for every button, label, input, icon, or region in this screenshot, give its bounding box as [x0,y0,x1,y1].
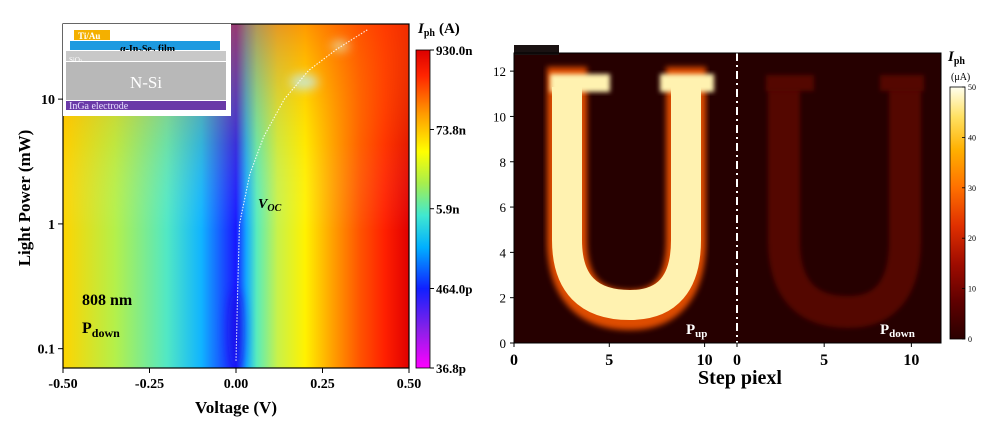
left-colorbar-label: 36.8p [436,361,466,376]
right-colorbar-unit: (μA) [951,72,970,83]
right-colorbar: Iph (μA) 50 40 30 20 10 0 [947,49,976,344]
right-heatmap-field [547,53,924,343]
left-x-tick-label: 0.00 [224,377,249,392]
right-plot-frame [513,52,942,344]
right-x-tick-label: 10 [903,352,919,369]
right-colorbar-label: 50 [968,83,976,92]
n-si-label: N-Si [130,73,162,92]
wavelength-label: 808 nm [82,292,133,309]
device-schematic-inset: Ti/Au α-In2Se3 film SiO2 N-Si InGa elect… [63,24,231,116]
u-pattern-down [766,75,924,329]
right-x-ticks: 0 5 10 0 5 10 [510,343,919,369]
left-x-ticks: -0.50 -0.25 0.00 0.25 0.50 [48,368,421,392]
inga-electrode [66,101,226,110]
u-serif-right-up [660,74,714,92]
left-y-tick-label: 1 [48,218,55,233]
left-x-tick-label: 0.25 [310,377,335,392]
u-serif-right-down [880,75,924,91]
right-x-tick-label: 5 [820,352,828,369]
polarization-label: Pdown [82,320,120,340]
right-y-tick-label: 4 [500,245,507,260]
right-x-tick-label: 0 [733,352,741,369]
left-y-tick-label: 10 [41,93,55,108]
u-serif-left-down [766,75,814,91]
right-colorbar-labels: 50 40 30 20 10 0 [962,83,976,344]
left-heatmap-plot: -0.50 -0.25 0.00 0.25 0.50 0.1 1 10 VOC 808 nm… [15,21,473,417]
left-colorbar-labels: 930.0n 73.8n 5.9n 464.0p 36.8p [430,43,473,376]
right-colorbar-label: 30 [968,184,976,193]
right-x-tick-label: 5 [605,352,613,369]
right-y-tick-label: 10 [493,109,506,124]
left-x-tick-label: -0.25 [135,377,164,392]
right-y-ticks: 0 2 4 6 8 10 12 [493,64,514,351]
voc-label: VOC [258,197,282,214]
voc-curve [235,29,368,361]
right-y-tick-label: 8 [500,155,507,170]
left-colorbar-label: 930.0n [436,43,473,58]
right-colorbar-label: 0 [968,335,972,344]
u-pattern-up [547,67,714,331]
right-colorbar-gradient [949,86,966,340]
in2se3-film-layer [70,41,220,50]
ti-au-label: Ti/Au [78,31,100,41]
right-x-tick-label: 0 [510,352,518,369]
left-colorbar-label: 464.0p [436,281,472,296]
inga-label: InGa electrode [69,101,129,112]
left-colorbar-label: 5.9n [436,202,460,217]
ti-au-contact [74,30,110,40]
sio2-layer [66,51,226,61]
left-y-ticks: 0.1 1 10 [38,93,63,358]
right-y-tick-label: 2 [500,291,507,306]
left-x-axis-title: Voltage (V) [195,398,277,417]
right-y-tick-label: 6 [500,200,507,215]
right-colorbar-label: 40 [968,133,976,142]
left-colorbar-title: Iph (A) [417,21,460,39]
right-x-tick-label: 10 [697,352,713,369]
right-x-axis-title: Step piexl [698,367,782,389]
left-colorbar: Iph (A) 930.0n 73.8n 5.9n 464.0p 36.8p [415,21,473,376]
left-colorbar-gradient [415,49,431,369]
right-colorbar-label: 10 [968,285,976,294]
panel-label-down: Pdown [880,322,915,340]
left-x-tick-label: 0.50 [397,377,422,392]
right-colorbar-title: Iph [947,49,965,67]
left-x-tick-label: -0.50 [48,377,77,392]
right-y-tick-label: 12 [493,64,506,79]
left-y-axis-title: Light Power (mW) [15,130,34,267]
right-y-tick-label: 0 [500,336,507,351]
n-si-substrate [66,62,226,100]
right-plot-corner-patch [514,45,559,55]
right-colorbar-label: 20 [968,234,976,243]
panel-label-up: Pup [686,322,707,340]
u-serif-left-up [550,74,610,92]
left-colorbar-label: 73.8n [436,122,467,137]
left-y-tick-label: 0.1 [38,343,56,358]
